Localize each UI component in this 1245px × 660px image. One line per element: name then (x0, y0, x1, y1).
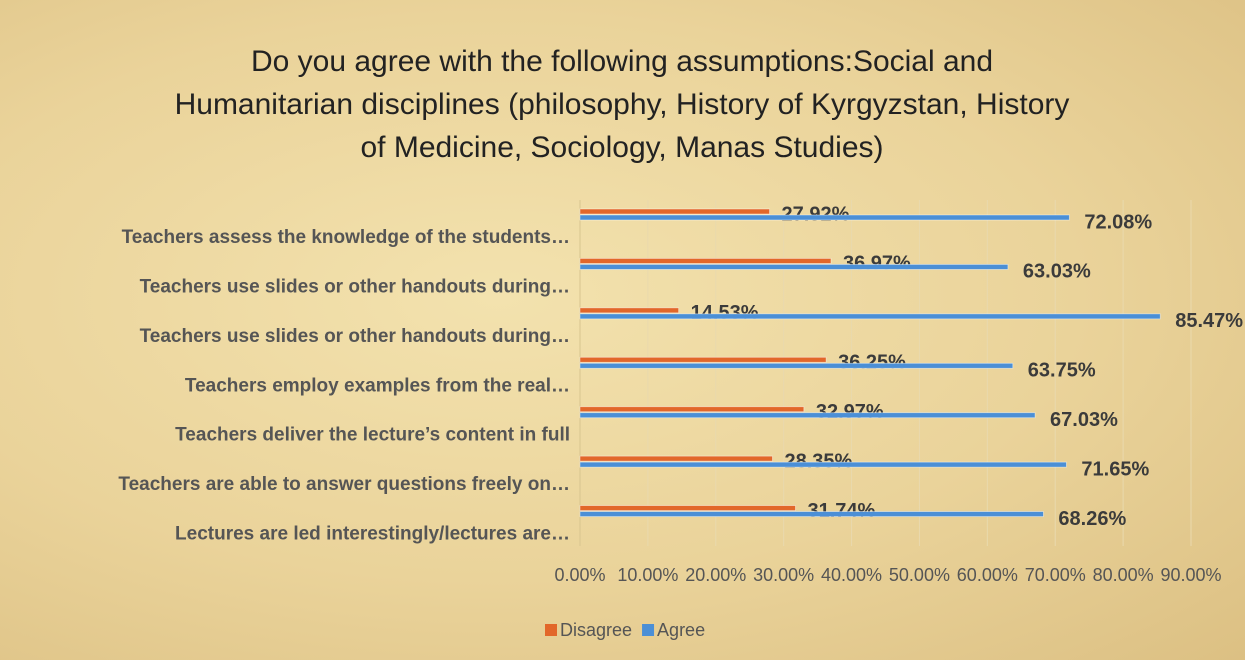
bar (579, 412, 1036, 419)
x-tick-label: 10.00% (617, 565, 678, 585)
x-tick-label: 60.00% (957, 565, 1018, 585)
x-tick-label: 30.00% (753, 565, 814, 585)
bar (579, 461, 1067, 468)
y-tick-label: Teachers use slides or other handouts du… (140, 326, 570, 347)
x-tick-label: 40.00% (821, 565, 882, 585)
bar (579, 208, 770, 215)
data-label: 28.35% (784, 450, 852, 472)
x-tick-label: 0.00% (554, 565, 605, 585)
x-tick-label: 80.00% (1093, 565, 1154, 585)
bar (579, 406, 805, 413)
legend-swatch (642, 624, 655, 636)
x-tick-label: 50.00% (889, 565, 950, 585)
data-label: 71.65% (1081, 458, 1149, 480)
data-label: 63.03% (1023, 261, 1091, 283)
legend-swatch (545, 624, 557, 636)
y-tick-label: Teachers employ examples from the real… (185, 375, 570, 396)
bar (579, 214, 1070, 221)
y-tick-label: Teachers use slides or other handouts du… (140, 276, 570, 297)
data-label: 36.97% (843, 253, 911, 275)
data-label: 31.74% (807, 500, 875, 522)
legend-label: Disagree (560, 620, 632, 640)
x-tick-label: 70.00% (1025, 565, 1086, 585)
bar (579, 511, 1044, 517)
bar (579, 356, 827, 363)
y-tick-label: Lectures are led interestingly/lectures … (175, 524, 570, 545)
y-tick-label: Teachers are able to answer questions fr… (118, 474, 570, 495)
data-label: 63.75% (1028, 360, 1096, 382)
data-label: 14.53% (691, 302, 759, 324)
x-tick-label: 90.00% (1160, 565, 1221, 585)
data-label: 36.25% (838, 352, 906, 374)
data-label: 72.08% (1084, 211, 1152, 233)
y-tick-label: Teachers assess the knowledge of the stu… (122, 227, 570, 248)
data-label: 85.47% (1175, 310, 1243, 332)
bar (579, 362, 1014, 369)
legend-label: Agree (657, 620, 705, 640)
bar (579, 455, 773, 462)
data-label: 32.97% (816, 401, 884, 423)
y-tick-label: Teachers deliver the lecture’s content i… (175, 425, 570, 446)
bar (579, 505, 796, 511)
data-label: 68.26% (1058, 508, 1126, 530)
bar (579, 307, 680, 314)
x-tick-label: 20.00% (685, 565, 746, 585)
chart-title: Do you agree with the following assumpti… (174, 45, 1070, 164)
data-label: 67.03% (1050, 409, 1118, 431)
bar (579, 313, 1161, 320)
bar (579, 264, 1009, 270)
bar (579, 258, 832, 264)
data-label: 27.92% (782, 203, 850, 225)
